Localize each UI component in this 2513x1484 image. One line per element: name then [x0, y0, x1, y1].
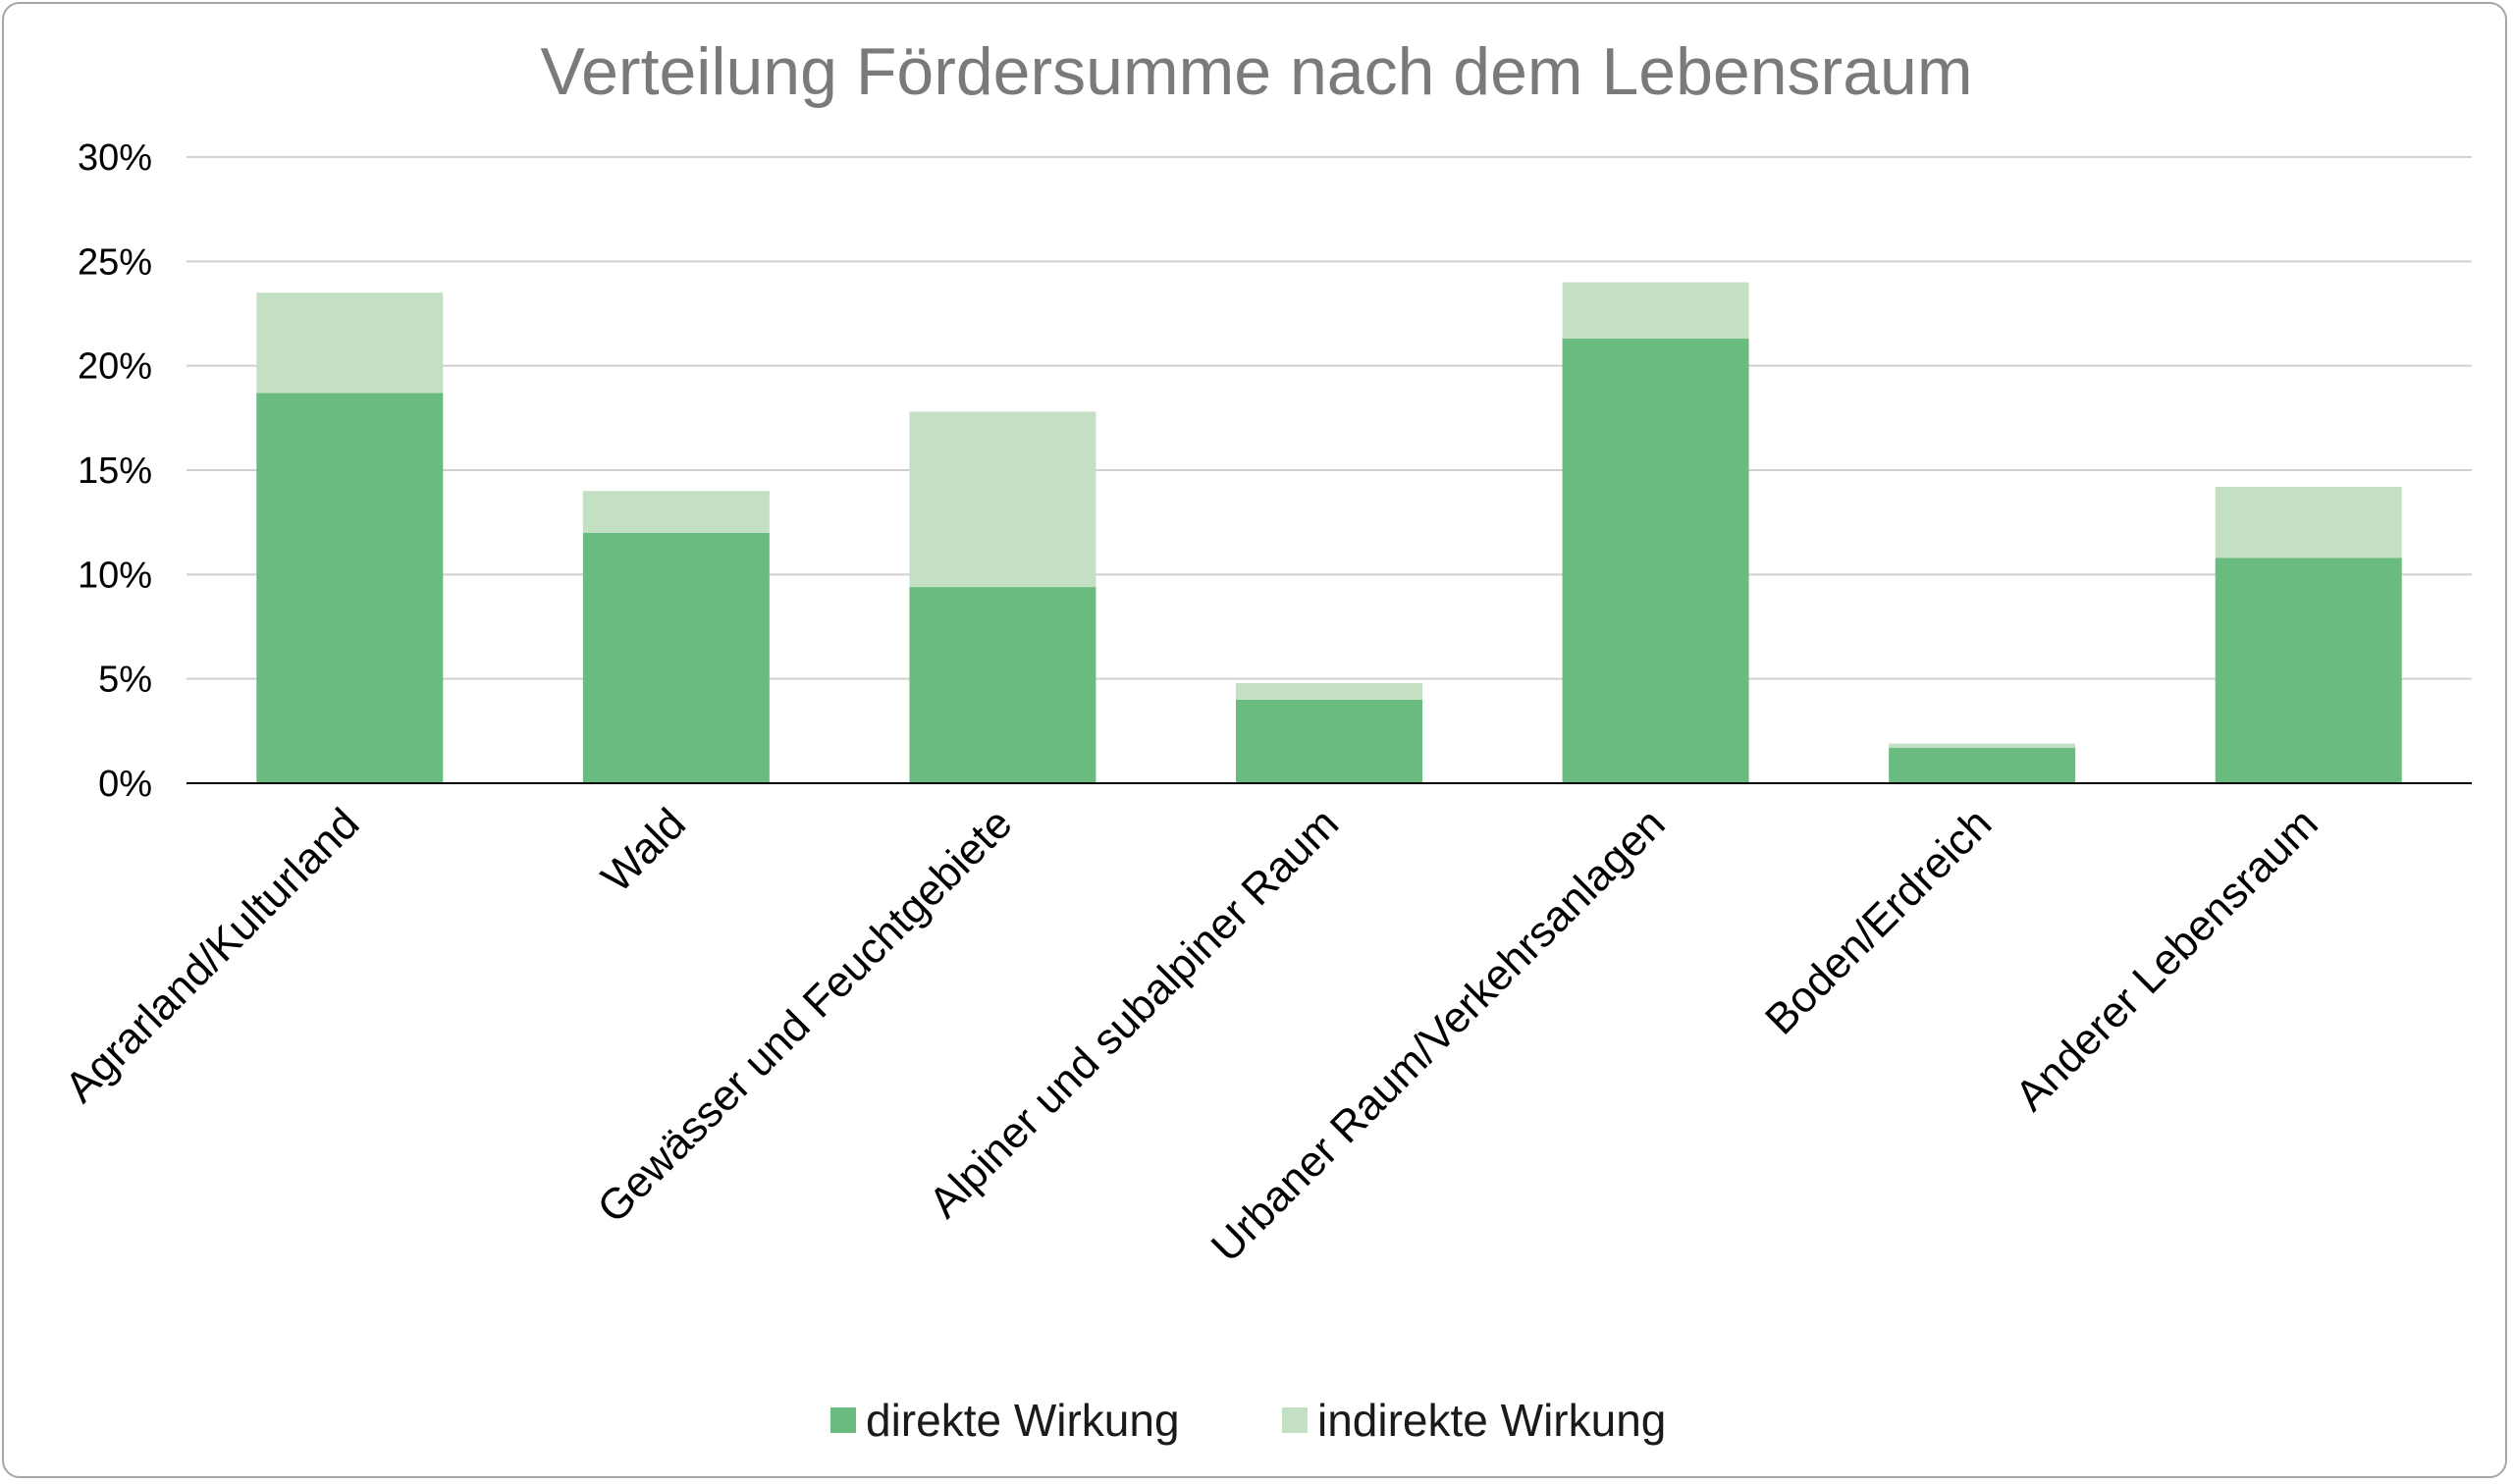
y-tick-label: 20% [78, 346, 152, 388]
y-tick-label: 15% [78, 450, 152, 492]
bar-indirekt[interactable] [1562, 282, 1749, 340]
bar-indirekt[interactable] [1236, 682, 1422, 700]
bars [256, 282, 2402, 783]
y-tick-label: 25% [78, 241, 152, 283]
bar-indirekt[interactable] [1889, 743, 2076, 748]
y-tick-label: 0% [98, 764, 152, 805]
legend-swatch [1282, 1407, 1308, 1433]
bar-indirekt[interactable] [2215, 487, 2402, 558]
x-category-label: Anderer Lebensraum [2006, 799, 2327, 1120]
legend[interactable]: direkte Wirkung indirekte Wirkung [830, 1395, 1666, 1446]
bar-direkt[interactable] [582, 532, 770, 783]
gridlines [187, 156, 2472, 680]
x-category-label: Agrarland/Kulturland [56, 799, 368, 1111]
legend-label: direkte Wirkung [866, 1395, 1180, 1446]
bar-direkt[interactable] [1562, 339, 1749, 783]
legend-label: indirekte Wirkung [1317, 1395, 1666, 1446]
bar-indirekt[interactable] [256, 292, 444, 394]
bar-direkt[interactable] [909, 587, 1096, 783]
bar-direkt[interactable] [256, 393, 444, 783]
y-tick-label: 5% [98, 660, 152, 701]
bar-indirekt[interactable] [909, 411, 1096, 588]
bar-direkt[interactable] [2215, 557, 2402, 783]
y-axis-ticks: 0% 5% 10% 15% 20% 25% 30% [78, 137, 152, 805]
x-category-label: Wald [593, 799, 695, 901]
bar-direkt[interactable] [1236, 699, 1422, 783]
bar-indirekt[interactable] [582, 491, 770, 533]
x-category-label: Boden/Erdreich [1756, 799, 2001, 1043]
chart-title: Verteilung Fördersumme nach dem Lebensra… [541, 34, 1973, 109]
legend-swatch [830, 1407, 856, 1433]
y-tick-label: 10% [78, 555, 152, 596]
y-tick-label: 30% [78, 137, 152, 179]
bar-direkt[interactable] [1889, 747, 2076, 783]
